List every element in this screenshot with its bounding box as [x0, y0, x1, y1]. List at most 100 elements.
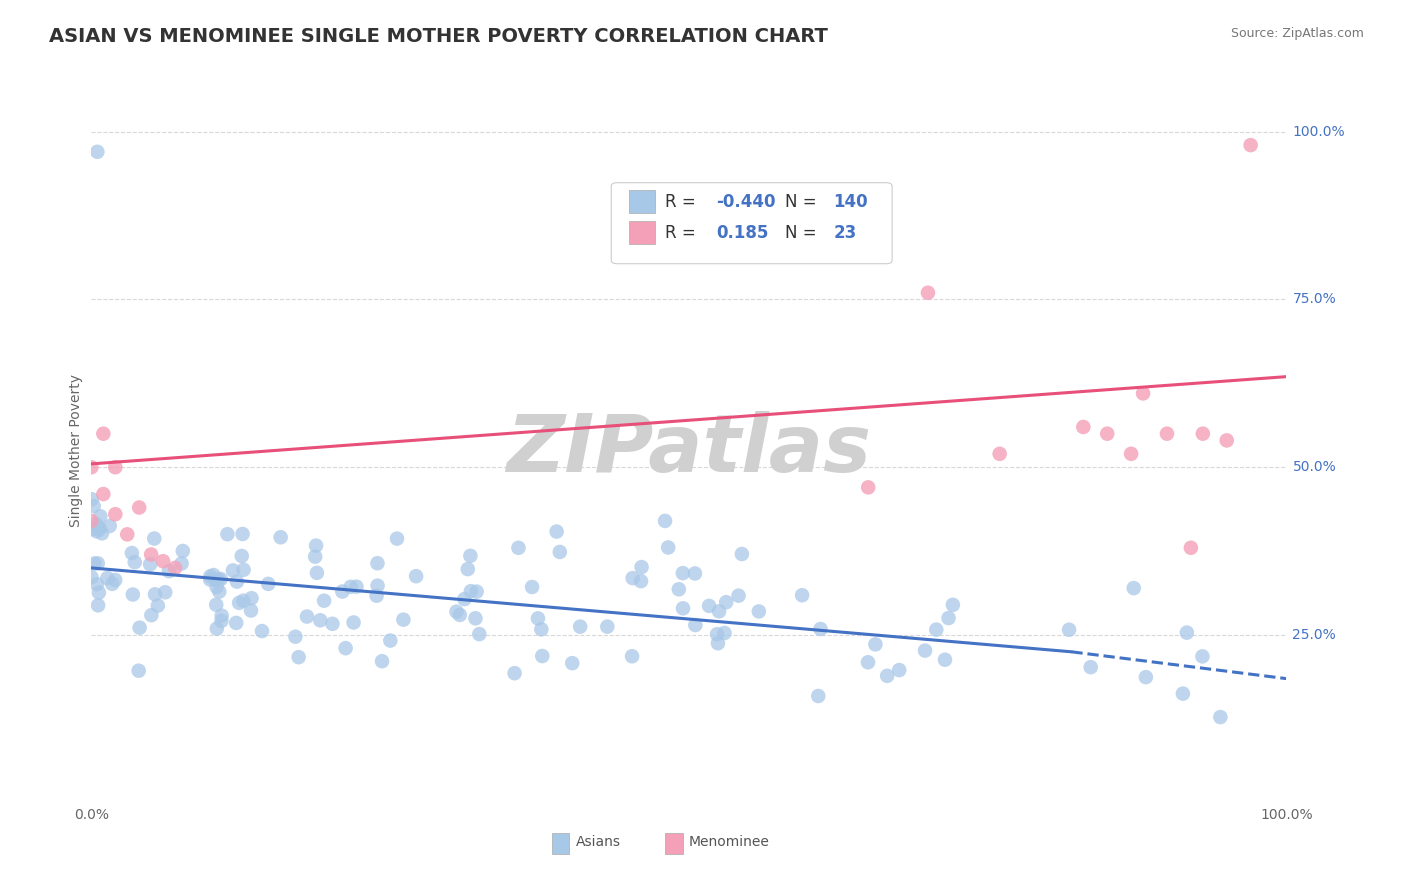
Point	[200, 569, 222, 583]
Point	[141, 548, 162, 562]
Point	[630, 560, 652, 574]
Point	[82, 522, 104, 536]
Point	[87, 557, 110, 571]
Point	[468, 627, 491, 641]
Point	[330, 584, 353, 599]
Point	[727, 589, 749, 603]
Point	[121, 588, 143, 602]
Point	[83, 557, 105, 571]
Point	[917, 285, 939, 300]
Point	[1180, 541, 1202, 555]
Point	[225, 615, 247, 630]
Text: N =: N =	[785, 193, 815, 211]
Point	[80, 492, 103, 507]
Text: 50.0%: 50.0%	[1292, 460, 1336, 475]
Text: R =: R =	[665, 224, 696, 242]
Point	[139, 558, 162, 572]
Point	[98, 519, 121, 533]
Point	[731, 547, 754, 561]
Point	[321, 616, 343, 631]
Point	[546, 524, 568, 539]
Point	[1132, 386, 1154, 401]
Point	[934, 653, 956, 667]
Point	[152, 554, 174, 568]
Point	[284, 630, 307, 644]
Text: -0.440: -0.440	[717, 193, 776, 211]
Point	[222, 563, 245, 577]
Text: 75.0%: 75.0%	[1292, 293, 1336, 307]
Point	[228, 596, 250, 610]
Text: 0.185: 0.185	[717, 224, 769, 242]
Point	[295, 609, 318, 624]
Point	[672, 566, 695, 581]
Point	[707, 636, 730, 650]
Point	[83, 499, 105, 513]
Text: Menominee: Menominee	[689, 835, 770, 848]
Point	[380, 633, 402, 648]
Point	[170, 557, 193, 571]
Point	[446, 605, 468, 619]
Point	[207, 573, 229, 587]
Point	[91, 526, 114, 541]
Point	[453, 592, 475, 607]
Bar	[551, 833, 569, 855]
Point	[385, 532, 408, 546]
Point	[314, 593, 336, 607]
Point	[856, 655, 879, 669]
Point	[748, 604, 770, 618]
Point	[342, 615, 364, 630]
Point	[889, 663, 911, 677]
Bar	[630, 221, 655, 244]
Text: 140: 140	[834, 193, 868, 211]
Text: 25.0%: 25.0%	[1292, 628, 1336, 642]
Point	[790, 588, 813, 602]
Point	[157, 564, 180, 578]
Point	[231, 549, 253, 563]
Point	[335, 641, 357, 656]
Point	[706, 627, 728, 641]
Point	[657, 541, 679, 555]
Point	[257, 577, 280, 591]
Point	[697, 599, 720, 613]
Point	[1122, 581, 1144, 595]
Point	[621, 649, 644, 664]
Point	[270, 530, 292, 544]
Point	[93, 426, 114, 441]
Point	[232, 527, 254, 541]
Point	[503, 666, 526, 681]
Point	[876, 669, 898, 683]
Point	[530, 623, 553, 637]
Point	[865, 637, 887, 651]
Point	[87, 585, 110, 599]
Point	[89, 509, 111, 524]
Point	[80, 514, 103, 528]
Point	[128, 621, 150, 635]
Point	[713, 626, 735, 640]
Point	[1192, 426, 1215, 441]
Point	[405, 569, 427, 583]
Point	[1175, 625, 1198, 640]
Point	[1215, 434, 1237, 448]
Text: ASIAN VS MENOMINEE SINGLE MOTHER POVERTY CORRELATION CHART: ASIAN VS MENOMINEE SINGLE MOTHER POVERTY…	[49, 27, 828, 45]
Point	[86, 517, 108, 532]
Point	[596, 619, 619, 633]
Point	[1240, 138, 1263, 153]
Point	[531, 648, 554, 663]
Point	[460, 584, 482, 599]
Point	[366, 556, 388, 570]
Point	[205, 580, 228, 594]
Text: N =: N =	[785, 224, 815, 242]
Point	[101, 577, 124, 591]
Point	[1119, 447, 1142, 461]
Point	[89, 522, 111, 536]
Text: Source: ZipAtlas.com: Source: ZipAtlas.com	[1230, 27, 1364, 40]
Point	[146, 599, 169, 613]
Point	[240, 591, 263, 606]
Point	[1071, 420, 1094, 434]
Point	[143, 532, 166, 546]
Point	[89, 521, 111, 535]
Point	[250, 624, 273, 638]
Bar	[630, 190, 655, 213]
Point	[305, 539, 328, 553]
Point	[548, 545, 571, 559]
